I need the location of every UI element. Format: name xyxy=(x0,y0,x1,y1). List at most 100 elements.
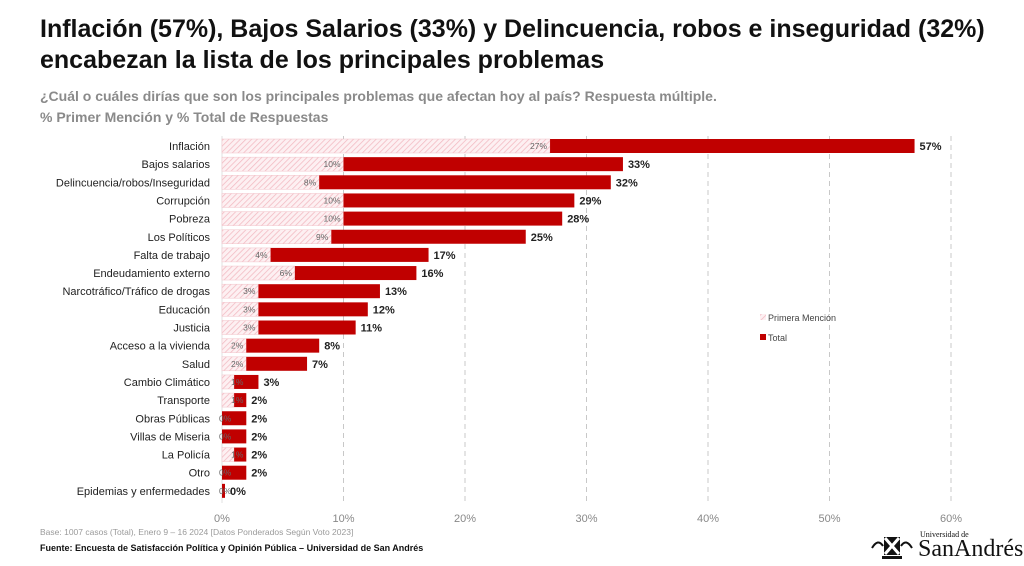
footer-source: Fuente: Encuesta de Satisfacción Polític… xyxy=(40,543,424,553)
logo-text-main: SanAndrés xyxy=(918,536,1024,562)
bar-total xyxy=(246,338,320,353)
data-label-primera: 1% xyxy=(231,377,244,387)
bar-total xyxy=(343,193,575,208)
data-label-total: 2% xyxy=(251,431,267,443)
data-label-primera: 4% xyxy=(255,250,268,260)
bar-total xyxy=(343,211,563,226)
category-label: Endeudamiento externo xyxy=(93,268,210,280)
category-label: Corrupción xyxy=(156,195,210,207)
data-label-total: 13% xyxy=(385,286,407,298)
university-logo: Universidad de SanAndrés xyxy=(870,530,1024,564)
data-label-total: 3% xyxy=(263,377,279,389)
chart-title: Inflación (57%), Bajos Salarios (33%) y … xyxy=(40,15,985,74)
x-tick-label: 50% xyxy=(818,513,840,525)
bar-total xyxy=(258,302,368,317)
category-label: La Policía xyxy=(162,450,211,462)
data-label-total: 33% xyxy=(628,159,650,171)
category-label: Transporte xyxy=(157,395,210,407)
data-label-primera: 2% xyxy=(231,359,244,369)
data-label-primera: 2% xyxy=(231,341,244,351)
data-label-primera: 0% xyxy=(219,486,232,496)
data-label-total: 28% xyxy=(567,214,589,226)
bar-total xyxy=(222,465,247,480)
category-label: Salud xyxy=(182,359,210,371)
data-label-total: 12% xyxy=(373,304,395,316)
bar-primera-mencion xyxy=(221,138,551,154)
data-label-primera: 0% xyxy=(219,431,232,441)
category-label: Los Políticos xyxy=(148,232,211,244)
data-label-total: 16% xyxy=(421,268,443,280)
data-label-total: 2% xyxy=(251,468,267,480)
bar-total xyxy=(294,266,417,281)
data-label-total: 2% xyxy=(251,395,267,407)
bar-total xyxy=(550,139,915,153)
bar-total xyxy=(246,356,308,371)
bar-total xyxy=(234,393,247,408)
bar-total xyxy=(222,411,247,426)
x-tick-label: 20% xyxy=(454,513,476,525)
data-label-primera: 6% xyxy=(280,268,293,278)
data-label-total: 57% xyxy=(920,141,942,153)
bar-total xyxy=(258,320,356,335)
data-label-total: 32% xyxy=(616,177,638,189)
category-label: Justicia xyxy=(173,323,211,335)
x-tick-label: 30% xyxy=(575,513,597,525)
category-label: Otro xyxy=(189,468,210,480)
data-label-primera: 1% xyxy=(231,395,244,405)
data-label-primera: 0% xyxy=(219,413,232,423)
data-label-primera: 10% xyxy=(323,214,340,224)
category-label: Acceso a la vivienda xyxy=(110,341,211,353)
category-label: Falta de trabajo xyxy=(134,250,210,262)
data-label-primera: 3% xyxy=(243,286,256,296)
bar-primera-mencion xyxy=(221,229,332,244)
category-label: Delincuencia/robos/Inseguridad xyxy=(56,177,210,189)
data-label-total: 17% xyxy=(434,250,456,262)
data-label-primera: 9% xyxy=(316,232,329,242)
data-label-total: 11% xyxy=(361,323,383,335)
chart-subtitle-2: % Primer Mención y % Total de Respuestas xyxy=(40,109,329,125)
bar-total xyxy=(319,175,611,190)
data-label-total: 0% xyxy=(230,486,246,498)
data-label-primera: 10% xyxy=(323,159,340,169)
bar-total xyxy=(270,247,429,262)
bar-total xyxy=(234,374,259,389)
logo-text-top: Universidad de xyxy=(920,530,969,539)
data-label-primera: 10% xyxy=(323,195,340,205)
x-tick-label: 40% xyxy=(697,513,719,525)
bar-total xyxy=(343,157,623,172)
footer-base: Base: 1007 casos (Total), Enero 9 – 16 2… xyxy=(40,527,354,537)
legend-primera: Primera Mención xyxy=(768,313,836,323)
category-label: Narcotráfico/Tráfico de drogas xyxy=(62,286,210,298)
data-label-primera: 0% xyxy=(219,468,232,478)
category-label: Cambio Climático xyxy=(124,377,210,389)
data-label-total: 29% xyxy=(579,195,601,207)
data-label-primera: 8% xyxy=(304,177,317,187)
x-tick-label: 10% xyxy=(332,513,354,525)
legend-swatch-total xyxy=(760,334,766,340)
x-tick-label: 60% xyxy=(940,513,962,525)
category-label: Villas de Miseria xyxy=(130,431,211,443)
logo-crest-icon xyxy=(871,537,913,559)
data-label-total: 7% xyxy=(312,359,328,371)
data-label-total: 25% xyxy=(531,232,553,244)
data-label-primera: 27% xyxy=(530,141,547,151)
category-label: Bajos salarios xyxy=(142,159,211,171)
bar-total xyxy=(234,447,247,462)
data-label-primera: 3% xyxy=(243,323,256,333)
bar-total xyxy=(258,284,380,299)
legend-swatch-primera xyxy=(760,314,766,320)
bar-total xyxy=(331,229,526,244)
legend-total: Total xyxy=(768,333,787,343)
data-label-total: 8% xyxy=(324,341,340,353)
bar-total xyxy=(222,429,247,444)
category-label: Obras Públicas xyxy=(135,413,210,425)
data-label-total: 2% xyxy=(251,450,267,462)
data-label-primera: 3% xyxy=(243,304,256,314)
category-label: Educación xyxy=(159,304,210,316)
category-label: Pobreza xyxy=(169,214,211,226)
bar-total xyxy=(222,483,225,498)
data-label-primera: 1% xyxy=(231,450,244,460)
category-label: Epidemias y enfermedades xyxy=(77,486,211,498)
data-label-total: 2% xyxy=(251,413,267,425)
